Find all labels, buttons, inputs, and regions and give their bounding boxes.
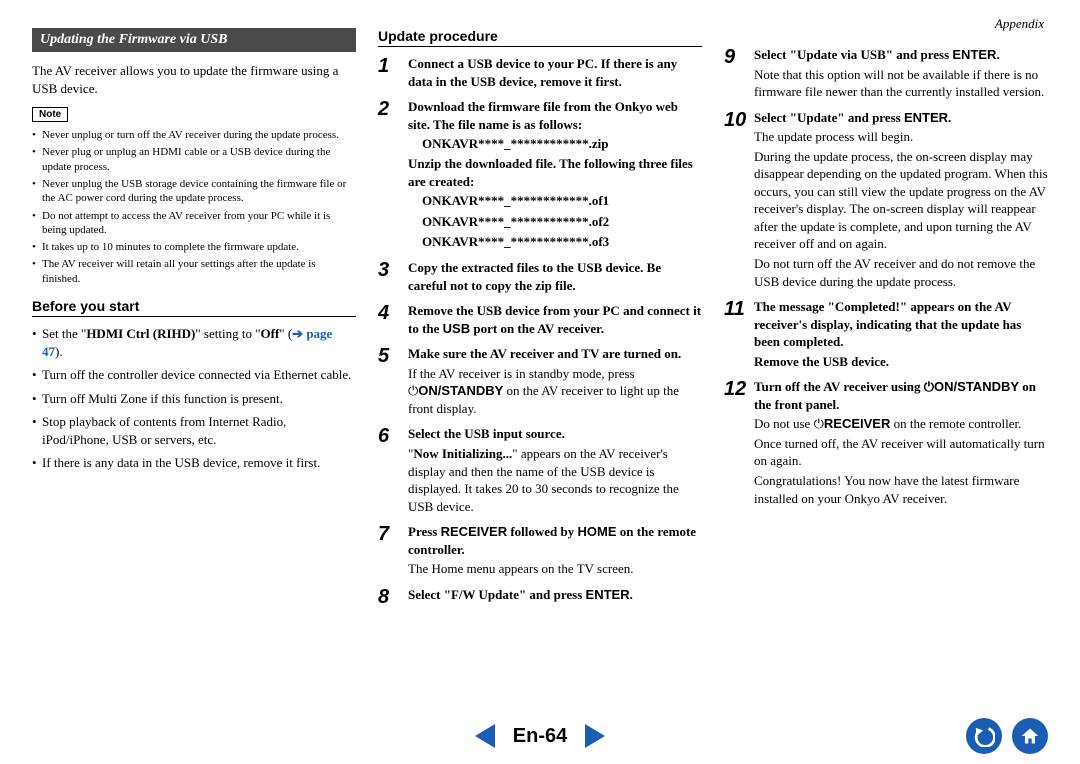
home-button[interactable] bbox=[1012, 718, 1048, 754]
before-item: Stop playback of contents from Internet … bbox=[32, 413, 356, 449]
before-item: If there is any data in the USB device, … bbox=[32, 454, 356, 472]
step-7: 7 Press RECEIVER followed by HOME on the… bbox=[378, 523, 702, 580]
column-1: Updating the Firmware via USB The AV rec… bbox=[32, 28, 356, 613]
before-heading: Before you start bbox=[32, 298, 356, 317]
before-item: Turn off the controller device connected… bbox=[32, 366, 356, 384]
back-arrow-icon bbox=[973, 725, 995, 747]
step-12: 12 Turn off the AV receiver using ⏻ON/ST… bbox=[724, 378, 1048, 509]
column-3: 9 Select "Update via USB" and press ENTE… bbox=[724, 28, 1048, 613]
manual-page: Appendix Updating the Firmware via USB T… bbox=[0, 0, 1080, 764]
step-2: 2 Download the firmware file from the On… bbox=[378, 98, 702, 253]
page-number: En-64 bbox=[513, 725, 567, 748]
next-page-icon[interactable] bbox=[585, 724, 605, 748]
step-number: 9 bbox=[724, 46, 748, 103]
step-1: 1 Connect a USB device to your PC. If th… bbox=[378, 55, 702, 92]
step-number: 6 bbox=[378, 425, 402, 517]
step-10: 10 Select "Update" and press ENTER. The … bbox=[724, 109, 1048, 292]
step-5: 5 Make sure the AV receiver and TV are t… bbox=[378, 345, 702, 419]
note-item: Never unplug the USB storage device cont… bbox=[32, 177, 356, 206]
step-number: 8 bbox=[378, 586, 402, 607]
step-number: 4 bbox=[378, 302, 402, 339]
column-layout: Updating the Firmware via USB The AV rec… bbox=[32, 28, 1048, 613]
home-icon bbox=[1020, 726, 1040, 746]
step-8: 8 Select "F/W Update" and press ENTER. bbox=[378, 586, 702, 607]
step-number: 3 bbox=[378, 259, 402, 296]
prev-page-icon[interactable] bbox=[475, 724, 495, 748]
intro-text: The AV receiver allows you to update the… bbox=[32, 62, 356, 97]
back-button[interactable] bbox=[966, 718, 1002, 754]
step-11: 11 The message "Completed!" appears on t… bbox=[724, 298, 1048, 372]
footer: En-64 bbox=[0, 716, 1080, 756]
step-number: 7 bbox=[378, 523, 402, 580]
footer-buttons bbox=[966, 718, 1048, 754]
step-number: 10 bbox=[724, 109, 748, 292]
note-item: Never unplug or turn off the AV receiver… bbox=[32, 128, 356, 142]
step-number: 12 bbox=[724, 378, 748, 509]
step-9: 9 Select "Update via USB" and press ENTE… bbox=[724, 46, 1048, 103]
procedure-heading: Update procedure bbox=[378, 28, 702, 47]
note-item: Do not attempt to access the AV receiver… bbox=[32, 209, 356, 238]
step-number: 1 bbox=[378, 55, 402, 92]
before-item: Turn off Multi Zone if this function is … bbox=[32, 390, 356, 408]
step-3: 3 Copy the extracted files to the USB de… bbox=[378, 259, 702, 296]
appendix-label: Appendix bbox=[995, 16, 1044, 32]
note-item: Never plug or unplug an HDMI cable or a … bbox=[32, 145, 356, 174]
note-item: The AV receiver will retain all your set… bbox=[32, 257, 356, 286]
page-navigation: En-64 bbox=[475, 724, 605, 748]
section-banner: Updating the Firmware via USB bbox=[32, 28, 356, 52]
step-number: 2 bbox=[378, 98, 402, 253]
step-number: 11 bbox=[724, 298, 748, 372]
column-2: Update procedure 1 Connect a USB device … bbox=[378, 28, 702, 613]
note-label: Note bbox=[32, 107, 68, 122]
note-list: Never unplug or turn off the AV receiver… bbox=[32, 128, 356, 286]
step-6: 6 Select the USB input source. "Now Init… bbox=[378, 425, 702, 517]
step-4: 4 Remove the USB device from your PC and… bbox=[378, 302, 702, 339]
before-list: Set the "HDMI Ctrl (RIHD)" setting to "O… bbox=[32, 325, 356, 472]
note-item: It takes up to 10 minutes to complete th… bbox=[32, 240, 356, 254]
before-item: Set the "HDMI Ctrl (RIHD)" setting to "O… bbox=[32, 325, 356, 361]
step-number: 5 bbox=[378, 345, 402, 419]
